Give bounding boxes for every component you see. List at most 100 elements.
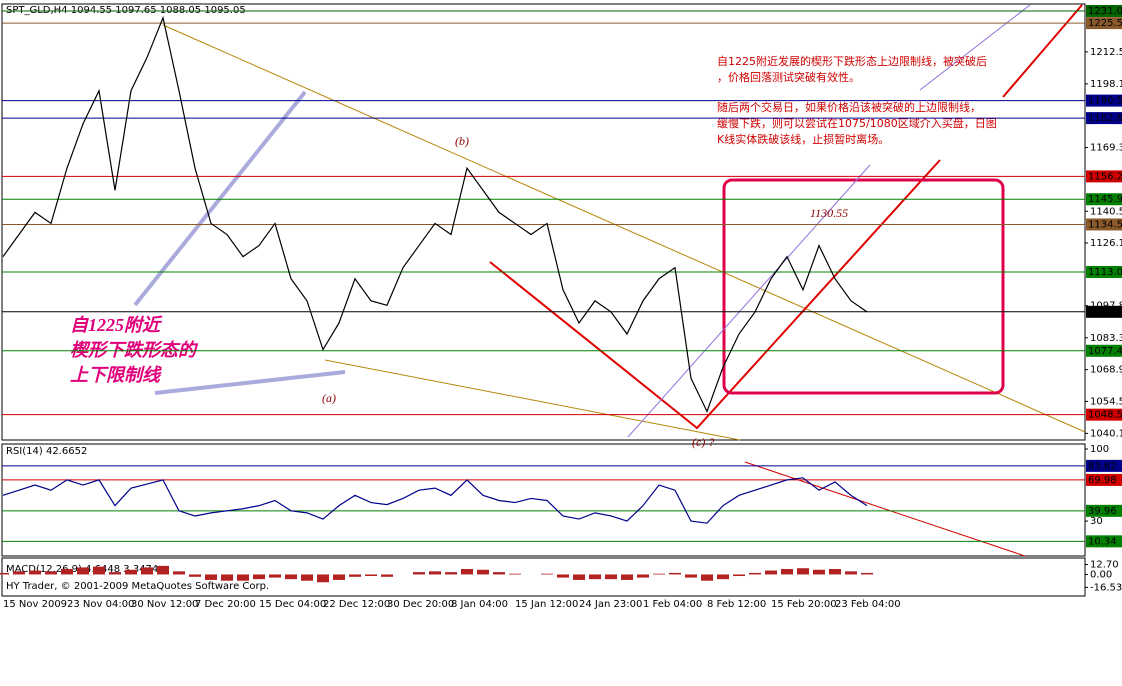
level-tag <box>1086 112 1122 125</box>
level-tag <box>1086 535 1122 548</box>
bar <box>173 571 185 575</box>
bar <box>541 573 553 575</box>
level-tag <box>1086 94 1122 107</box>
y-tick-label: 1126.15 <box>1090 238 1122 249</box>
level-label: 1182.62 <box>1088 113 1122 124</box>
y-tick-label: 1198.1 <box>1090 79 1122 90</box>
y-tick-label: 1212.55 <box>1090 47 1122 58</box>
level-label: 1048.55 <box>1088 410 1122 421</box>
note: 自1225附近发展的楔形下跌形态上边限制线，被突破后 <box>717 54 987 68</box>
arrow <box>154 370 346 395</box>
level-label: 10.34 <box>1088 536 1117 547</box>
level-tag <box>1086 170 1122 183</box>
wedge-label: 上下限制线 <box>70 365 162 385</box>
x-tick-label: 15 Jan 12:00 <box>515 599 578 610</box>
rsi-trend <box>744 461 1026 557</box>
level-tag <box>1086 473 1122 486</box>
bar <box>413 572 425 575</box>
note: 随后两个交易日，如果价格沿该被突破的上边限制线， <box>717 100 981 114</box>
level-label: 1145.95 <box>1088 194 1122 205</box>
bar <box>93 566 105 575</box>
bar <box>813 569 825 575</box>
bar <box>669 572 681 575</box>
x-tick-label: 30 Nov 12:00 <box>131 599 198 610</box>
y-tick-label: 1083.3 <box>1090 333 1122 344</box>
bar <box>589 574 601 580</box>
level-label: 1095.05 <box>1088 307 1122 318</box>
y-tick-label: -16.533 <box>1090 582 1122 593</box>
bar <box>701 574 713 581</box>
bar <box>253 574 265 580</box>
x-tick-label: 1 Feb 04:00 <box>643 599 702 610</box>
price-label: 1130.55 <box>810 206 848 220</box>
target-box <box>722 178 1005 395</box>
bar <box>461 568 473 575</box>
trend-line <box>489 159 941 430</box>
bar <box>269 574 281 578</box>
bar <box>477 569 489 575</box>
bar <box>237 574 249 581</box>
bar <box>13 571 25 575</box>
y-tick-label: 1040.1 <box>1090 428 1122 439</box>
rsi-title: RSI(14) 42.6652 <box>6 446 87 457</box>
wave-label: (b) <box>455 134 469 148</box>
wedge-lower <box>324 359 741 441</box>
bar <box>493 572 505 575</box>
bar <box>45 571 57 575</box>
x-tick-label: 15 Nov 2009 <box>3 599 67 610</box>
x-tick-label: 7 Dec 20:00 <box>195 599 256 610</box>
y-tick-label: 1140.5 <box>1090 206 1122 217</box>
bar <box>557 574 569 578</box>
bar <box>605 574 617 580</box>
x-tick-label: 8 Feb 12:00 <box>707 599 766 610</box>
level-label: 1231.05 <box>1088 6 1122 17</box>
channel-line <box>627 164 871 438</box>
bar <box>109 572 121 575</box>
x-tick-label: 23 Feb 04:00 <box>835 599 901 610</box>
bar <box>685 574 697 578</box>
bar <box>365 574 377 577</box>
bar <box>797 568 809 575</box>
bar <box>861 572 873 575</box>
x-tick-label: 15 Feb 20:00 <box>771 599 837 610</box>
bar <box>381 574 393 577</box>
bar <box>573 574 585 580</box>
wedge-upper <box>162 24 1086 433</box>
level-tag <box>1086 504 1122 517</box>
note: ，价格回落测试突破有效性。 <box>717 70 860 84</box>
bar <box>157 565 169 575</box>
bar <box>637 574 649 578</box>
level-label: 1077.43 <box>1088 346 1122 357</box>
bar <box>29 570 41 575</box>
footer: HY Trader, © 2001-2009 MetaQuotes Softwa… <box>6 581 269 592</box>
bar <box>765 570 777 575</box>
bar <box>317 574 329 583</box>
x-tick-label: 30 Dec 20:00 <box>387 599 454 610</box>
x-tick-label: 8 Jan 04:00 <box>451 599 508 610</box>
level-tag <box>1086 4 1122 17</box>
level-label: 1190.53 <box>1088 96 1122 107</box>
bar <box>829 568 841 575</box>
y-tick-label: 12.70 <box>1090 560 1119 571</box>
bar <box>621 574 633 580</box>
level-tag <box>1086 265 1122 278</box>
bar <box>509 573 521 575</box>
channel-line <box>919 4 1031 91</box>
bar <box>845 571 857 575</box>
level-label: 69.98 <box>1088 475 1117 486</box>
bar <box>653 573 665 575</box>
y-tick-label: 1068.9 <box>1090 365 1122 376</box>
level-label: 39.96 <box>1088 506 1117 517</box>
y-tick-label: 100 <box>1090 444 1109 455</box>
price-panel <box>1 3 1086 441</box>
level-label: 1134.53 <box>1088 219 1122 230</box>
bar <box>717 574 729 580</box>
x-tick-label: 22 Dec 12:00 <box>323 599 390 610</box>
x-tick-label: 23 Nov 04:00 <box>67 599 134 610</box>
wave-label: (c) ? <box>692 435 714 449</box>
bar <box>349 574 361 577</box>
bar <box>0 572 9 575</box>
bar <box>285 574 297 580</box>
note: 缓慢下跌，则可以尝试在1075/1080区域介入买盘，日图 <box>717 116 997 130</box>
